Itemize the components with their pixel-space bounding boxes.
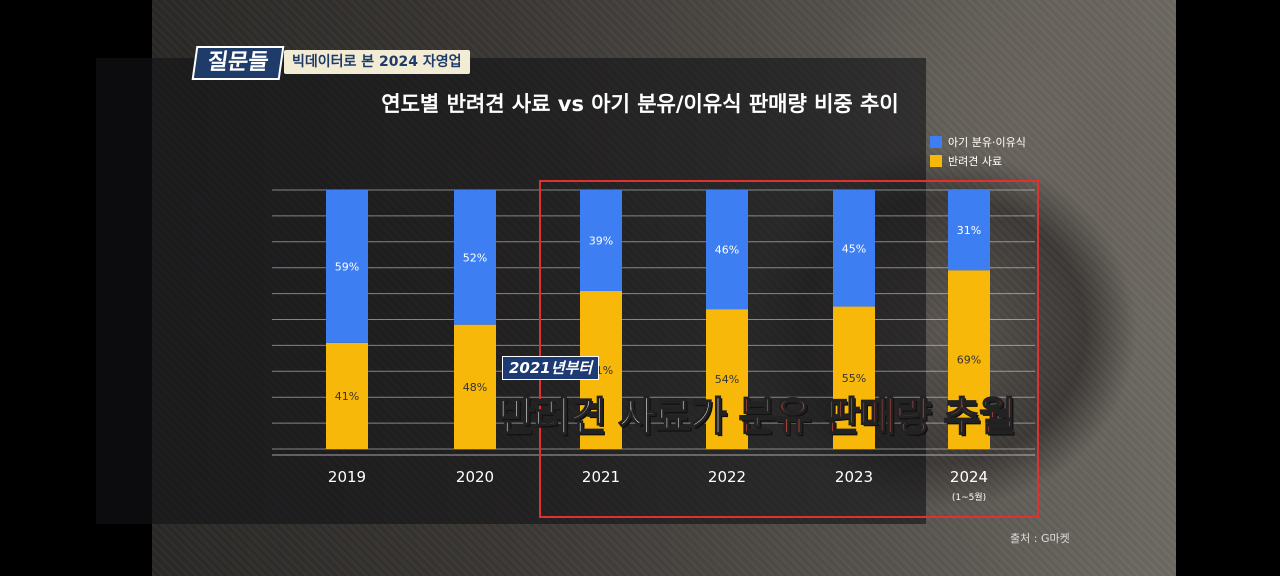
x-tick-label: 2023 — [835, 468, 873, 486]
x-tick-note: (1~5월) — [952, 491, 986, 503]
data-label-baby-formula: 39% — [589, 235, 613, 248]
legend-item-dog-food: 반려견 사료 — [930, 151, 1026, 170]
x-tick-label: 2022 — [708, 468, 746, 486]
legend-item-baby-formula: 아기 분유·이유식 — [930, 132, 1026, 151]
x-tick-label: 2021 — [582, 468, 620, 486]
data-label-dog-food: 54% — [715, 373, 739, 386]
segment-tag: 빅데이터로 본 2024 자영업 — [284, 50, 470, 74]
caption-small: 2021년부터 — [502, 356, 600, 380]
x-tick-label: 2019 — [328, 468, 366, 486]
legend-label: 아기 분유·이유식 — [948, 135, 1026, 149]
data-label-baby-formula: 45% — [842, 242, 866, 255]
bar-baby-formula — [706, 190, 748, 310]
bar-dog-food — [706, 309, 748, 449]
highlight-box — [539, 180, 1039, 518]
legend-swatch-yellow — [930, 154, 942, 167]
bar-baby-formula — [454, 190, 496, 325]
chart-title: 연도별 반려견 사료 vs 아기 분유/이유식 판매량 비중 추이 — [381, 92, 899, 116]
data-label-baby-formula: 59% — [335, 260, 359, 273]
data-label-baby-formula: 52% — [463, 251, 487, 264]
caption-red: 분유 판매량 추월 — [738, 393, 1017, 441]
data-label-baby-formula: 46% — [715, 244, 739, 257]
x-tick-label: 2020 — [456, 468, 494, 486]
data-label-dog-food: 41% — [335, 390, 359, 403]
bar-baby-formula — [948, 190, 990, 271]
bar-dog-food — [833, 306, 875, 449]
data-label-dog-food: 55% — [842, 372, 866, 385]
source-label: 출처 : G마켓 — [1010, 532, 1070, 545]
x-tick-label: 2024 — [950, 468, 988, 486]
bar-baby-formula — [326, 190, 368, 343]
legend-label: 반려견 사료 — [948, 154, 1003, 168]
legend: 아기 분유·이유식 반려견 사료 — [930, 132, 1026, 170]
caption-big: 반려견 사료가 분유 판매량 추월 — [497, 384, 1017, 442]
chart-panel — [96, 58, 926, 524]
data-label-dog-food: 48% — [463, 381, 487, 394]
bar-baby-formula — [833, 190, 875, 307]
legend-swatch-blue — [930, 135, 942, 148]
bar-dog-food — [948, 270, 990, 449]
data-label-dog-food: 69% — [957, 354, 981, 367]
data-label-baby-formula: 31% — [957, 224, 981, 237]
bar-baby-formula — [580, 190, 622, 292]
bar-dog-food — [454, 324, 496, 449]
caption-white: 반려견 사료가 — [497, 393, 739, 441]
bar-dog-food — [326, 342, 368, 449]
